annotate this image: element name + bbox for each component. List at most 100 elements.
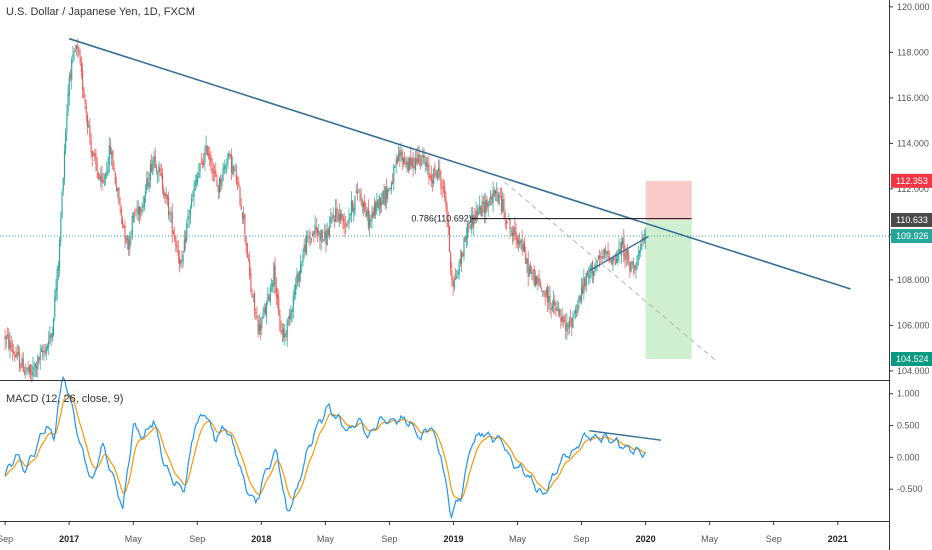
trendline-dashed[interactable] <box>504 181 718 363</box>
candle-body <box>79 57 81 63</box>
candle-body <box>285 334 287 335</box>
candle-body <box>63 150 66 179</box>
candle-body <box>238 182 240 187</box>
candle-body <box>131 215 133 235</box>
candle-body <box>96 164 98 172</box>
candle-body <box>78 48 80 56</box>
position-stop-zone[interactable] <box>645 180 692 221</box>
candle-body <box>55 288 57 299</box>
candle-body <box>542 290 544 292</box>
candle-body <box>573 315 575 316</box>
candle-body <box>636 255 638 266</box>
candle-body <box>631 261 633 264</box>
candle-body <box>438 167 440 171</box>
candle-body <box>205 144 207 152</box>
candle-body <box>249 260 251 276</box>
trendline-main[interactable] <box>68 37 851 290</box>
candle-body <box>343 218 345 228</box>
candle-body <box>224 166 227 168</box>
candle-body <box>553 299 555 306</box>
candle-body <box>45 347 47 354</box>
candle-body <box>327 229 329 236</box>
candle-body <box>490 196 492 199</box>
candle-body <box>465 236 467 240</box>
candle-body <box>537 277 539 285</box>
candle-body <box>428 163 430 178</box>
candle-body <box>331 217 333 219</box>
candle-body <box>505 220 507 225</box>
candle-body <box>56 268 58 291</box>
candle-body <box>344 225 346 227</box>
price-tick-label: 114.000 <box>897 138 929 148</box>
macd-pane[interactable] <box>4 375 662 520</box>
candle-body <box>85 106 87 114</box>
candle-body <box>283 328 285 338</box>
candle-body <box>43 350 45 352</box>
candle-body <box>480 206 482 216</box>
candle-body <box>471 215 474 225</box>
candle-body <box>433 168 435 184</box>
candle-body <box>216 179 218 187</box>
candle-body <box>360 193 362 201</box>
candle-body <box>312 233 314 237</box>
candle-body <box>82 70 84 91</box>
candle-body <box>141 210 143 214</box>
candle-body <box>291 309 293 313</box>
macd-divergence-line[interactable] <box>589 429 662 441</box>
candle-body <box>171 212 173 234</box>
candle-body <box>292 295 294 312</box>
candle-body <box>8 334 10 349</box>
candle-body <box>605 249 607 253</box>
candle-body <box>396 157 398 164</box>
candle-body <box>634 265 636 270</box>
candle-body <box>347 221 349 223</box>
candle-body <box>451 269 453 281</box>
price-pane[interactable]: 0.786(110.692) <box>0 37 889 383</box>
candle-body <box>464 236 466 242</box>
candle-body <box>362 202 365 208</box>
candle-body <box>101 172 103 183</box>
candle-body <box>261 318 263 329</box>
candle-body <box>25 369 27 371</box>
candle-body <box>599 255 601 259</box>
candle-body <box>584 278 586 287</box>
candle-body <box>458 261 460 275</box>
candle-body <box>256 315 258 319</box>
candle-body <box>476 210 478 218</box>
trendline-local[interactable] <box>588 236 649 272</box>
candle-body <box>366 209 368 217</box>
candle-body <box>155 167 158 172</box>
candle-body <box>642 237 644 240</box>
candle-body <box>149 164 151 181</box>
candle-body <box>28 366 30 373</box>
fib-level-label: 0.786(110.692) <box>411 214 471 224</box>
candle-body <box>233 165 235 171</box>
candle-body <box>243 214 245 219</box>
candle-body <box>511 232 513 237</box>
candle-body <box>218 177 220 193</box>
candle-body <box>194 182 196 191</box>
candle-body <box>503 198 505 211</box>
candle-body <box>226 164 228 166</box>
candle-body <box>430 175 432 182</box>
candle-body <box>65 132 67 151</box>
candle-body <box>536 276 538 285</box>
time-tick-label: May <box>701 534 719 544</box>
candle-body <box>94 153 96 157</box>
candle-body <box>468 223 470 226</box>
candle-body <box>611 258 613 265</box>
position-target-zone[interactable] <box>645 220 692 359</box>
candle-body <box>354 195 356 210</box>
candle-body <box>554 301 556 306</box>
candle-body <box>398 152 400 161</box>
candle-body <box>485 199 487 214</box>
candle-body <box>439 169 441 178</box>
candle-body <box>240 205 242 210</box>
candle-body <box>246 243 248 258</box>
candle-body <box>130 236 132 237</box>
candle-body <box>80 63 82 72</box>
candle-body <box>49 334 51 341</box>
candle-body <box>498 194 500 204</box>
candle-body <box>158 165 160 174</box>
